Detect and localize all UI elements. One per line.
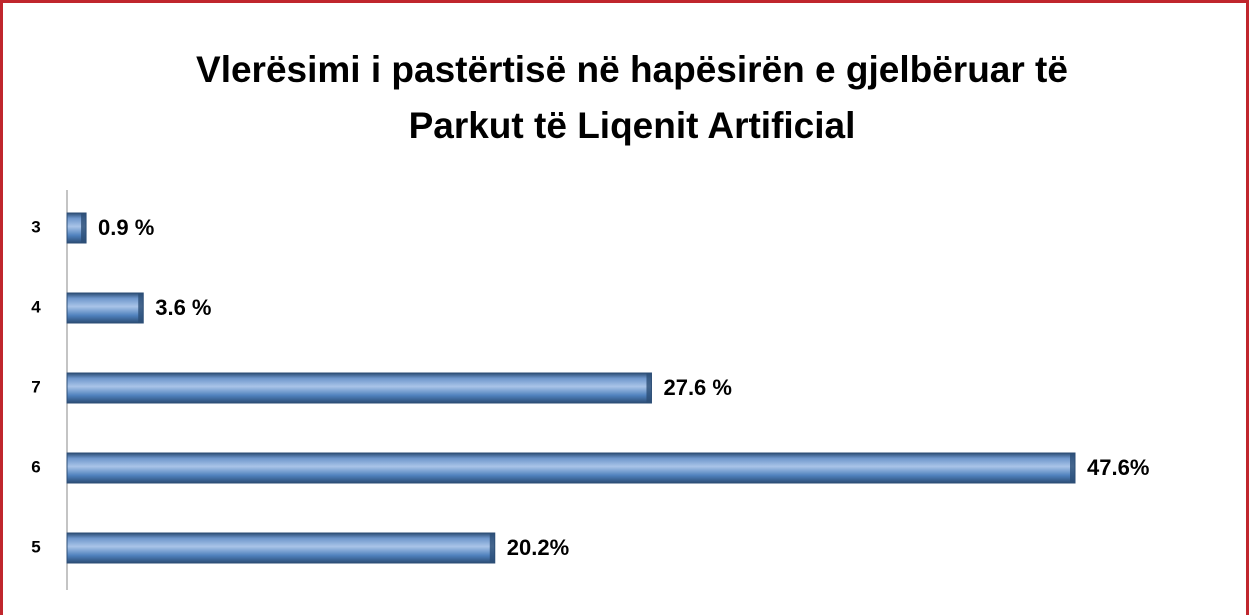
bar-end [646, 373, 652, 403]
value-label: 20.2% [507, 535, 569, 560]
y-tick-label: 4 [31, 297, 41, 316]
bar-end [138, 293, 144, 323]
value-label: 3.6 % [155, 295, 211, 320]
bar [66, 532, 496, 564]
value-label: 47.6% [1087, 455, 1149, 480]
bar [66, 372, 652, 404]
y-tick-label: 7 [31, 377, 40, 396]
bar-end [1070, 453, 1075, 483]
bar-end [489, 533, 495, 563]
chart-title: Parkut të Liqenit Artificial [409, 105, 856, 146]
bar [66, 292, 144, 324]
y-tick-label: 3 [31, 217, 40, 236]
bar [66, 452, 1076, 484]
bar-end [81, 213, 87, 243]
value-label: 27.6 % [663, 375, 732, 400]
y-tick-label: 6 [31, 457, 40, 476]
chart-title: Vlerësimi i pastërtisë në hapësirën e gj… [196, 49, 1068, 90]
y-tick-label: 5 [31, 537, 40, 556]
value-label: 0.9 % [98, 215, 154, 240]
